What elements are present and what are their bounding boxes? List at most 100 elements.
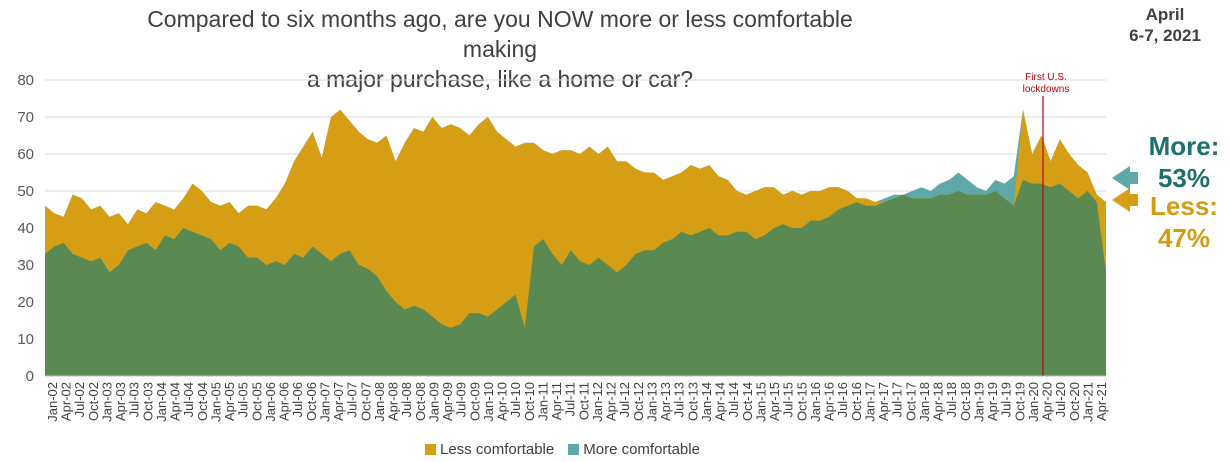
x-tick-label: Jul-10 bbox=[508, 382, 523, 417]
x-tick-label: Jul-08 bbox=[399, 382, 414, 417]
x-tick-label: Jan-14 bbox=[699, 382, 714, 422]
x-tick-label: Apr-14 bbox=[713, 382, 728, 421]
x-tick-label: Apr-15 bbox=[767, 382, 782, 421]
more-arrow-icon bbox=[1112, 166, 1138, 190]
legend-item-less: Less comfortable bbox=[425, 441, 554, 458]
x-tick-label: Apr-09 bbox=[440, 382, 455, 421]
x-tick-label: Apr-08 bbox=[386, 382, 401, 421]
x-tick-label: Oct-20 bbox=[1067, 382, 1082, 421]
x-tick-label: Jul-14 bbox=[726, 382, 741, 417]
overlap-area bbox=[45, 179, 1106, 376]
x-tick-label: Apr-06 bbox=[277, 382, 292, 421]
x-tick-label: Jul-09 bbox=[454, 382, 469, 417]
legend-swatch-less bbox=[425, 444, 436, 455]
x-tick-label: Oct-14 bbox=[740, 382, 755, 421]
x-tick-label: Oct-02 bbox=[86, 382, 101, 421]
x-tick-label: Jan-20 bbox=[1026, 382, 1041, 422]
x-tick-label: Oct-07 bbox=[358, 382, 373, 421]
x-tick-label: Jul-05 bbox=[236, 382, 251, 417]
y-tick-label: 60 bbox=[17, 146, 34, 163]
y-tick-label: 70 bbox=[17, 109, 34, 126]
x-tick-label: Apr-11 bbox=[549, 382, 564, 420]
title-line-1: Compared to six months ago, are you NOW … bbox=[147, 6, 853, 62]
x-tick-label: Apr-07 bbox=[331, 382, 346, 421]
x-tick-label: Apr-18 bbox=[931, 382, 946, 421]
x-tick-label: Apr-05 bbox=[222, 382, 237, 421]
x-tick-label: Oct-09 bbox=[467, 382, 482, 421]
x-tick-label: Jul-07 bbox=[345, 382, 360, 417]
legend-label-more: More comfortable bbox=[583, 441, 700, 458]
survey-date: April 6-7, 2021 bbox=[1110, 4, 1220, 46]
date-line-2: 6-7, 2021 bbox=[1129, 26, 1201, 45]
x-tick-label: Jul-06 bbox=[290, 382, 305, 417]
x-tick-label: Jul-16 bbox=[835, 382, 850, 417]
x-tick-label: Apr-21 bbox=[1094, 382, 1109, 421]
x-tick-label: Oct-15 bbox=[794, 382, 809, 421]
x-tick-label: Jan-05 bbox=[209, 382, 224, 422]
x-tick-label: Apr-19 bbox=[985, 382, 1000, 421]
x-tick-label: Oct-08 bbox=[413, 382, 428, 421]
legend-label-less: Less comfortable bbox=[440, 441, 555, 458]
y-tick-label: 30 bbox=[17, 257, 34, 274]
x-tick-label: Jan-07 bbox=[318, 382, 333, 422]
more-callout-value: 53% bbox=[1157, 163, 1211, 193]
x-tick-label: Jul-17 bbox=[890, 382, 905, 417]
date-line-1: April bbox=[1145, 5, 1185, 24]
y-tick-label: 50 bbox=[17, 183, 34, 200]
less-callout-value: 47% bbox=[1157, 223, 1211, 253]
x-tick-label: Jan-09 bbox=[427, 382, 442, 422]
x-tick-label: Jan-15 bbox=[753, 382, 768, 422]
x-tick-label: Jan-21 bbox=[1080, 382, 1095, 422]
y-tick-label: 10 bbox=[17, 331, 34, 348]
x-tick-label: Jan-10 bbox=[481, 382, 496, 422]
x-tick-label: Jan-06 bbox=[263, 382, 278, 422]
less-callout-label: Less: bbox=[1150, 191, 1218, 221]
x-tick-label: Jul-13 bbox=[672, 382, 687, 417]
x-tick-label: Oct-16 bbox=[849, 382, 864, 421]
less-callout: Less: 47% bbox=[1138, 190, 1230, 254]
lockdown-annotation-line2: lockdowns bbox=[1023, 84, 1070, 95]
x-tick-label: Jan-04 bbox=[154, 382, 169, 422]
x-tick-label: Jan-17 bbox=[862, 382, 877, 422]
x-tick-label: Jul-18 bbox=[944, 382, 959, 417]
x-tick-label: Oct-05 bbox=[249, 382, 264, 421]
x-tick-label: Jan-16 bbox=[808, 382, 823, 422]
x-tick-label: Jan-11 bbox=[535, 382, 550, 421]
x-tick-label: Apr-13 bbox=[658, 382, 673, 421]
x-tick-label: Jan-03 bbox=[100, 382, 115, 422]
x-tick-label: Jul-19 bbox=[999, 382, 1014, 417]
x-tick-label: Oct-10 bbox=[522, 382, 537, 421]
y-tick-label: 40 bbox=[17, 220, 34, 237]
x-tick-label: Oct-17 bbox=[903, 382, 918, 421]
x-tick-label: Jul-03 bbox=[127, 382, 142, 417]
x-tick-label: Jan-08 bbox=[372, 382, 387, 422]
x-tick-label: Jul-20 bbox=[1053, 382, 1068, 417]
x-tick-label: Oct-12 bbox=[631, 382, 646, 421]
x-tick-label: Apr-03 bbox=[113, 382, 128, 421]
x-tick-label: Jul-11 bbox=[563, 382, 578, 416]
legend-swatch-more bbox=[568, 444, 580, 455]
chart-title: Compared to six months ago, are you NOW … bbox=[130, 4, 870, 94]
y-tick-label: 0 bbox=[26, 368, 34, 385]
x-tick-label: Apr-04 bbox=[168, 382, 183, 421]
y-tick-label: 20 bbox=[17, 294, 34, 311]
x-tick-label: Jul-12 bbox=[617, 382, 632, 417]
x-tick-label: Oct-19 bbox=[1012, 382, 1027, 421]
x-tick-label: Jan-18 bbox=[917, 382, 932, 422]
x-tick-label: Apr-12 bbox=[604, 382, 619, 421]
more-callout-label: More: bbox=[1148, 131, 1220, 161]
x-tick-label: Oct-06 bbox=[304, 382, 319, 421]
lockdown-annotation-line1: First U.S. bbox=[1025, 72, 1067, 83]
chart-legend: Less comfortable More comfortable bbox=[425, 441, 700, 458]
x-tick-label: Oct-11 bbox=[576, 382, 591, 420]
x-tick-label: Jul-04 bbox=[181, 382, 196, 417]
x-tick-label: Jul-15 bbox=[781, 382, 796, 417]
x-tick-label: Jan-13 bbox=[644, 382, 659, 422]
x-tick-label: Jul-02 bbox=[72, 382, 87, 417]
more-callout: More: 53% bbox=[1138, 130, 1230, 194]
x-tick-label: Apr-17 bbox=[876, 382, 891, 421]
title-line-2: a major purchase, like a home or car? bbox=[306, 66, 694, 92]
x-tick-label: Apr-20 bbox=[1040, 382, 1055, 421]
x-tick-label: Jan-12 bbox=[590, 382, 605, 422]
x-tick-label: Jan-02 bbox=[45, 382, 60, 422]
